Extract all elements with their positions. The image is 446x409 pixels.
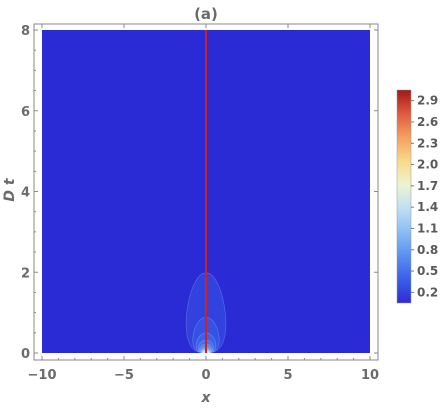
colorbar-tick-label: 2.6: [417, 115, 438, 129]
colorbar-tick-label: 2.3: [417, 136, 438, 150]
chart-title: (a): [194, 5, 218, 23]
colorbar-tick-label: 0.2: [417, 285, 438, 299]
y-tick-label: 2: [21, 266, 30, 281]
colorbar-gradient: [396, 89, 412, 304]
x-tick-label: −10: [28, 368, 57, 383]
x-tick-label: 10: [361, 368, 379, 383]
x-axis-ticks: −10 −5 0 5 10: [28, 24, 379, 383]
y-tick-label: 8: [21, 24, 30, 39]
x-tick-label: 5: [283, 368, 292, 383]
y-axis-label: D t: [2, 177, 18, 201]
y-tick-label: 4: [21, 186, 30, 201]
y-tick-label: 6: [21, 105, 30, 120]
colorbar-tick-label: 0.8: [417, 243, 438, 257]
colorbar-tick-label: 2.9: [417, 94, 438, 108]
plot-area: [42, 30, 370, 353]
colorbar-tick-label: 1.4: [417, 200, 438, 214]
colorbar-tick-label: 1.7: [417, 179, 438, 193]
y-tick-label: 0: [21, 347, 30, 362]
x-axis-label: x: [200, 390, 211, 406]
colorbar: 0.2 0.5 0.8 1.1 1.4 1.7 2.0 2.3 2.6 2.9: [396, 89, 438, 304]
x-tick-label: 0: [201, 368, 210, 383]
colorbar-ticks: 0.2 0.5 0.8 1.1 1.4 1.7 2.0 2.3 2.6 2.9: [411, 94, 438, 299]
colorbar-tick-label: 2.0: [417, 158, 438, 172]
colorbar-tick-label: 0.5: [417, 264, 438, 278]
colorbar-tick-label: 1.1: [417, 221, 438, 235]
y-axis-ticks: 0 2 4 6 8: [21, 24, 378, 362]
x-tick-label: −5: [114, 368, 134, 383]
